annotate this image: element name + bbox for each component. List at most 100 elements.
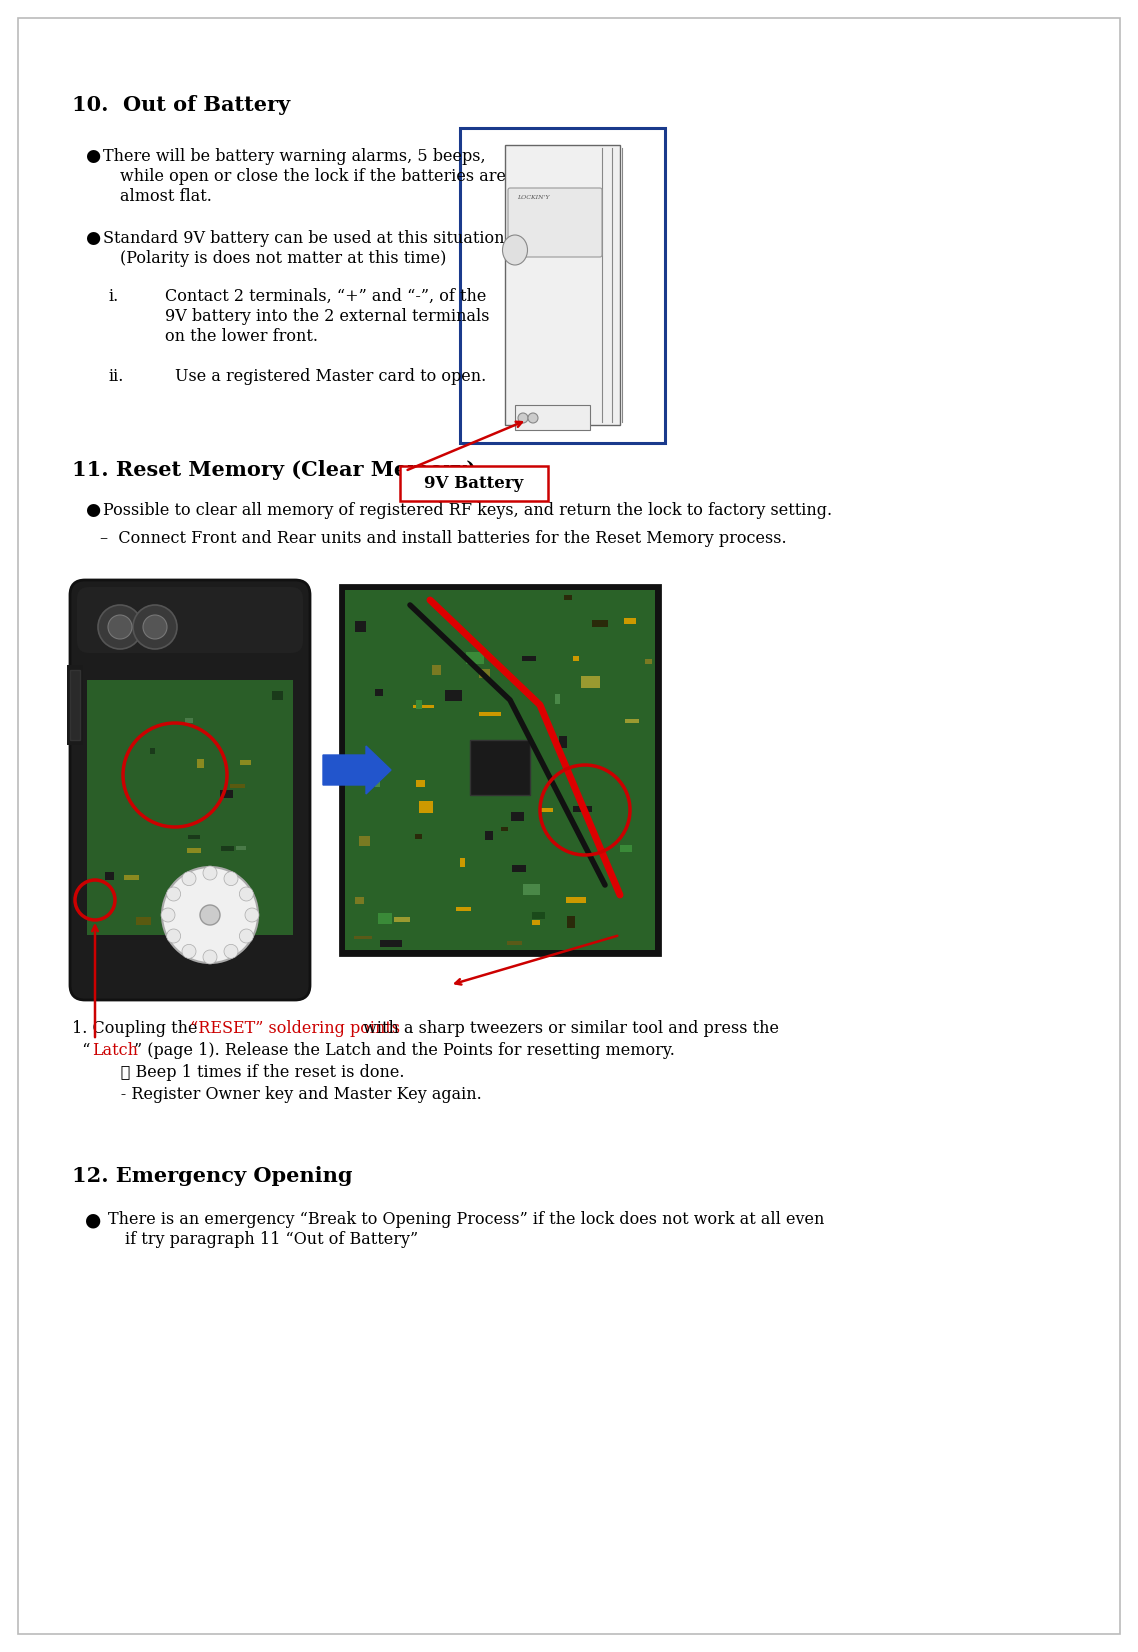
- Bar: [465, 653, 484, 664]
- Circle shape: [182, 945, 196, 958]
- FancyBboxPatch shape: [508, 188, 602, 258]
- Circle shape: [166, 887, 181, 900]
- Bar: [511, 811, 523, 821]
- Text: (Polarity is does not matter at this time): (Polarity is does not matter at this tim…: [119, 249, 446, 268]
- Text: “RESET” soldering points: “RESET” soldering points: [190, 1019, 401, 1037]
- Bar: [516, 405, 589, 430]
- Bar: [237, 846, 246, 849]
- Circle shape: [203, 950, 217, 965]
- Text: almost flat.: almost flat.: [119, 188, 212, 205]
- Circle shape: [182, 872, 196, 885]
- Text: ●: ●: [85, 1211, 101, 1229]
- Text: while open or close the lock if the batteries are: while open or close the lock if the batt…: [119, 169, 506, 185]
- Circle shape: [108, 615, 132, 639]
- FancyBboxPatch shape: [71, 580, 310, 999]
- Bar: [522, 656, 536, 661]
- FancyArrow shape: [323, 747, 391, 795]
- Circle shape: [245, 909, 259, 922]
- Circle shape: [239, 928, 254, 943]
- Circle shape: [203, 866, 217, 881]
- Bar: [470, 740, 530, 795]
- Bar: [460, 127, 665, 443]
- Bar: [376, 689, 382, 697]
- Bar: [220, 790, 233, 798]
- Bar: [500, 755, 518, 758]
- Text: –  Connect Front and Rear units and install batteries for the Reset Memory proce: – Connect Front and Rear units and insta…: [100, 530, 786, 547]
- Bar: [413, 705, 434, 709]
- Bar: [374, 781, 380, 786]
- Bar: [218, 885, 230, 889]
- Text: ●: ●: [85, 230, 100, 248]
- Bar: [67, 666, 83, 745]
- Bar: [244, 914, 250, 920]
- Bar: [355, 621, 366, 631]
- Text: ‧ Beep 1 times if the reset is done.: ‧ Beep 1 times if the reset is done.: [90, 1064, 404, 1080]
- Bar: [355, 897, 364, 904]
- Bar: [485, 831, 494, 839]
- Circle shape: [528, 413, 538, 423]
- Bar: [419, 801, 434, 813]
- Bar: [568, 917, 575, 927]
- Bar: [415, 834, 422, 839]
- Text: 9V battery into the 2 external terminals: 9V battery into the 2 external terminals: [165, 307, 489, 325]
- Bar: [272, 691, 282, 700]
- Bar: [555, 694, 560, 704]
- Bar: [502, 828, 508, 831]
- Bar: [572, 656, 579, 661]
- Text: ●: ●: [85, 149, 100, 165]
- Text: LOCKIN'Y: LOCKIN'Y: [517, 195, 550, 200]
- Bar: [105, 872, 114, 879]
- Text: ●: ●: [85, 502, 100, 519]
- Bar: [531, 912, 545, 919]
- Bar: [445, 691, 462, 700]
- Text: 9V Battery: 9V Battery: [424, 476, 523, 492]
- Bar: [345, 590, 655, 950]
- Bar: [512, 866, 526, 872]
- Bar: [625, 719, 640, 724]
- Circle shape: [98, 605, 142, 649]
- Bar: [184, 719, 192, 724]
- Bar: [188, 834, 200, 839]
- Circle shape: [239, 887, 254, 900]
- Bar: [150, 748, 155, 753]
- Bar: [124, 876, 139, 881]
- Text: - Register Owner key and Master Key again.: - Register Owner key and Master Key agai…: [90, 1085, 481, 1104]
- Bar: [533, 920, 539, 925]
- Bar: [624, 618, 636, 624]
- Bar: [455, 907, 471, 910]
- Text: Contact 2 terminals, “+” and “-”, of the: Contact 2 terminals, “+” and “-”, of the: [165, 287, 486, 306]
- Bar: [563, 595, 571, 600]
- Bar: [399, 466, 549, 501]
- Bar: [71, 671, 80, 740]
- Bar: [645, 659, 652, 664]
- Bar: [360, 836, 370, 846]
- Bar: [240, 760, 250, 765]
- Text: Standard 9V battery can be used at this situation.: Standard 9V battery can be used at this …: [104, 230, 510, 248]
- Text: ” (page 1). Release the Latch and the Points for resetting memory.: ” (page 1). Release the Latch and the Po…: [134, 1042, 675, 1059]
- Bar: [574, 806, 592, 813]
- Bar: [582, 676, 600, 687]
- Text: Possible to clear all memory of registered RF keys, and return the lock to facto: Possible to clear all memory of register…: [104, 502, 832, 519]
- Text: Use a registered Master card to open.: Use a registered Master card to open.: [175, 368, 486, 385]
- Bar: [417, 700, 422, 709]
- Text: with a sharp tweezers or similar tool and press the: with a sharp tweezers or similar tool an…: [358, 1019, 780, 1037]
- Bar: [380, 940, 402, 947]
- Bar: [523, 884, 541, 895]
- Circle shape: [200, 905, 220, 925]
- Text: i.: i.: [108, 287, 118, 306]
- Text: 10.  Out of Battery: 10. Out of Battery: [72, 96, 290, 116]
- Bar: [354, 935, 372, 938]
- Bar: [505, 145, 620, 425]
- Text: There will be battery warning alarms, 5 beeps,: There will be battery warning alarms, 5 …: [104, 149, 486, 165]
- Bar: [394, 917, 410, 922]
- Text: Latch: Latch: [92, 1042, 138, 1059]
- Bar: [620, 846, 632, 852]
- Ellipse shape: [503, 235, 528, 264]
- Bar: [559, 737, 568, 748]
- Text: if try paragraph 11 “Out of Battery”: if try paragraph 11 “Out of Battery”: [125, 1231, 418, 1247]
- Circle shape: [162, 867, 258, 963]
- Bar: [188, 847, 201, 854]
- Bar: [185, 914, 191, 920]
- Bar: [431, 664, 442, 674]
- Text: There is an emergency “Break to Opening Process” if the lock does not work at al: There is an emergency “Break to Opening …: [108, 1211, 824, 1227]
